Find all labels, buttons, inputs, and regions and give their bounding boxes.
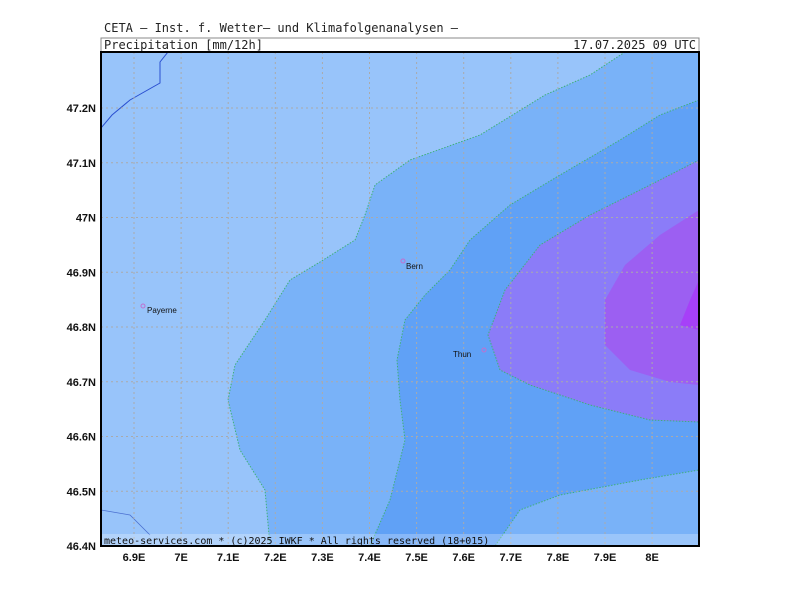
date: 17.07.2025 09 UTC: [573, 38, 696, 52]
level-6: [680, 280, 699, 330]
city-marker: [400, 258, 406, 264]
footer-box: [102, 534, 698, 545]
y-tick-label: 47N: [76, 213, 96, 225]
city-marker: [140, 303, 146, 309]
x-tick-label: 7.4E: [358, 552, 381, 564]
x-tick-label: 8E: [645, 552, 658, 564]
lake-shore: [101, 52, 169, 129]
city-label: Bern: [406, 262, 423, 271]
y-tick-label: 46.6N: [67, 432, 96, 444]
y-tick-label: 46.5N: [67, 486, 96, 498]
precip-field: [101, 52, 699, 546]
x-tick-label: 7E: [174, 552, 187, 564]
city-marker: [481, 347, 487, 353]
x-tick-label: 6.9E: [123, 552, 146, 564]
institute: CETA — Inst. f. Wetter— und Klimafolgena…: [104, 21, 459, 35]
x-tick-label: 7.9E: [594, 552, 617, 564]
map-frame: [100, 51, 700, 547]
map-title: Precipitation [mm/12h]: [104, 38, 263, 52]
x-tick-label: 7.2E: [264, 552, 287, 564]
x-tick-label: 7.1E: [217, 552, 240, 564]
x-tick-label: 7.8E: [547, 552, 570, 564]
y-tick-label: 46.8N: [67, 322, 96, 334]
x-tick-label: 7.3E: [311, 552, 334, 564]
city-label: Thun: [453, 350, 471, 359]
y-tick-label: 47.1N: [67, 158, 96, 170]
city-label: Payerne: [147, 306, 177, 315]
lake-shore: [101, 509, 151, 536]
y-tick-label: 46.9N: [67, 267, 96, 279]
y-tick-label: 46.7N: [67, 377, 96, 389]
y-tick-label: 47.2N: [67, 103, 96, 115]
x-tick-label: 7.5E: [405, 552, 428, 564]
y-tick-label: 46.4N: [67, 541, 96, 553]
footer: meteo-services.com * (c)2025 IWKF * All …: [104, 536, 489, 547]
x-tick-label: 7.6E: [452, 552, 475, 564]
grid: [101, 52, 699, 546]
x-tick-label: 7.7E: [499, 552, 522, 564]
